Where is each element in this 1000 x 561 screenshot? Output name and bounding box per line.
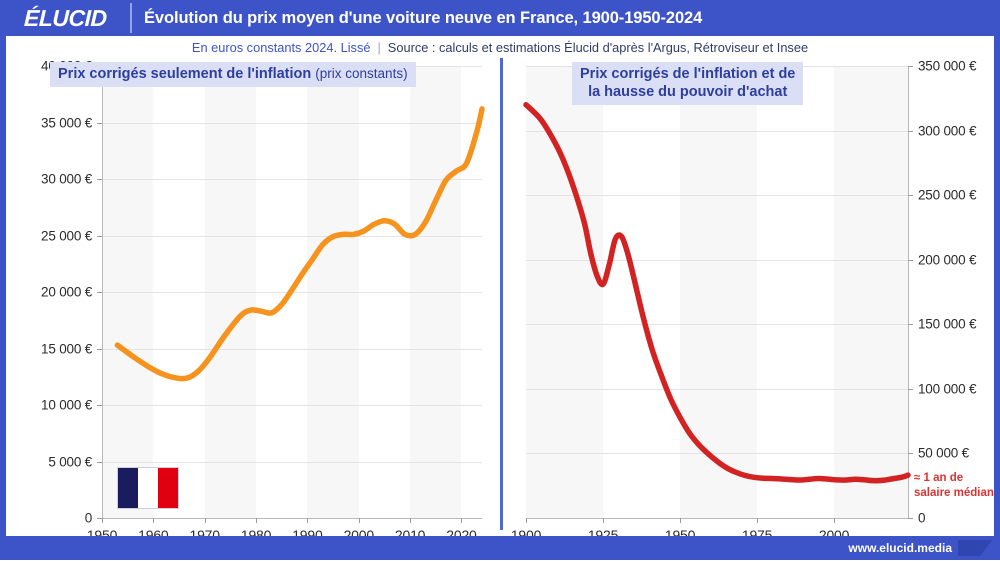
x-tick-mark <box>102 518 103 523</box>
y-tick-mark <box>97 179 102 180</box>
x-tick-mark <box>526 518 527 523</box>
brand-logo: ÉLUCID <box>0 0 130 36</box>
annotation-line2: salaire médian <box>914 486 994 499</box>
y-axis-label: 200 000 € <box>918 252 977 268</box>
right-rail <box>994 36 1000 536</box>
y-axis-label: 15 000 € <box>41 341 92 356</box>
subtitle-source: Source : calculs et estimations Élucid d… <box>387 39 809 55</box>
y-axis-label: 20 000 € <box>41 284 92 300</box>
y-axis-label: 50 000 € <box>918 445 969 461</box>
right-plot-area: 0 50 000 € 100 000 € 150 000 € 200 000 € 250 … <box>511 59 977 544</box>
y-tick-mark <box>97 122 102 124</box>
y-tick-mark <box>97 461 102 463</box>
header-bar: ÉLUCID Évolution du prix moyen d'une voi… <box>0 0 1000 36</box>
y-axis-label: 350 000 € <box>918 58 977 74</box>
y-axis-label: 10 000 € <box>41 397 92 413</box>
gridline <box>526 259 908 261</box>
left-caption-light: (prix constants) <box>315 66 408 81</box>
gridline <box>526 453 908 455</box>
french-flag-icon <box>117 467 180 510</box>
left-rail <box>0 36 6 536</box>
x-tick-mark <box>307 518 309 523</box>
x-tick-mark <box>461 518 463 523</box>
arrow-icon <box>958 540 992 556</box>
panel-divider <box>500 58 503 530</box>
y-tick-mark <box>97 235 102 237</box>
series-line <box>114 106 485 382</box>
y-tick-mark <box>908 130 913 132</box>
y-axis-label: 35 000 € <box>41 115 92 130</box>
y-tick-mark <box>908 259 913 261</box>
subtitle-bar: En euros constants 2024. Lissé | Source … <box>0 36 1000 58</box>
right-chart-caption: Prix corrigés de l'inflation et de la ha… <box>572 62 804 106</box>
y-tick-mark <box>908 195 913 197</box>
x-tick-mark <box>256 518 258 523</box>
x-tick-mark <box>410 518 412 523</box>
series-layer <box>523 101 911 484</box>
x-axis-line <box>526 518 908 519</box>
charts-container: 0 5 000 € 10 000 € 15 000 € 20 000 € 25 000 €… <box>6 58 994 544</box>
brand-logo-text: ÉLUCID <box>23 4 107 31</box>
y-tick-mark <box>908 66 913 67</box>
x-tick-mark <box>153 518 155 523</box>
gridline <box>526 388 908 390</box>
x-tick-mark <box>603 518 605 523</box>
subtitle-separator: | <box>377 39 381 55</box>
x-tick-mark <box>834 518 836 523</box>
series-layer <box>114 106 485 382</box>
y-axis-label: 30 000 € <box>41 171 92 187</box>
gridline <box>526 324 908 326</box>
footer-url[interactable]: www.elucid.media <box>848 541 952 555</box>
left-caption-bold: Prix corrigés seulement de l'inflation <box>58 66 312 82</box>
gridline <box>102 179 482 180</box>
y-axis-label: 0 <box>84 510 93 526</box>
gridline <box>102 122 482 124</box>
x-tick-mark <box>204 518 206 523</box>
x-tick-mark <box>757 518 759 523</box>
y-axis-label: 0 <box>918 510 926 526</box>
gridline <box>102 235 482 237</box>
x-tick-mark <box>358 518 360 523</box>
y-axis-label: 150 000 € <box>918 316 977 332</box>
y-axis-line <box>102 66 103 518</box>
chart-band <box>526 66 604 518</box>
y-tick-mark <box>97 348 102 350</box>
subtitle-units: En euros constants 2024. Lissé <box>191 39 371 55</box>
left-chart-caption: Prix corrigés seulement de l'inflation (… <box>50 62 416 88</box>
header-divider <box>130 3 132 33</box>
y-tick-mark <box>97 405 102 406</box>
page-title: Évolution du prix moyen d'une voiture ne… <box>144 8 703 27</box>
y-axis-label: 300 000 € <box>918 123 977 139</box>
gridline <box>526 195 908 197</box>
left-plot-area: 0 5 000 € 10 000 € 15 000 € 20 000 € 25 000 €… <box>41 59 485 543</box>
chart-band <box>680 66 758 518</box>
right-caption-line2: la hausse du pouvoir d'achat <box>588 84 788 101</box>
gridline <box>102 461 482 463</box>
y-axis-label: 25 000 € <box>41 228 92 243</box>
x-axis-line <box>102 518 482 519</box>
y-axis-label: 5 000 € <box>48 454 92 469</box>
annotation-line1: ≈ 1 an de <box>914 472 964 485</box>
x-tick-mark <box>680 518 682 523</box>
gridline <box>102 348 482 350</box>
chart-band <box>834 66 908 518</box>
y-axis-label: 100 000 € <box>918 381 977 397</box>
y-tick-mark <box>908 518 913 519</box>
y-tick-mark <box>97 518 102 519</box>
gridline <box>102 405 482 406</box>
y-tick-mark <box>908 324 913 326</box>
series-line <box>523 101 911 484</box>
y-tick-mark <box>908 453 913 455</box>
y-axis-label: 250 000 € <box>918 187 977 203</box>
y-tick-mark <box>908 388 913 390</box>
left-chart-panel: 0 5 000 € 10 000 € 15 000 € 20 000 € 25 000 €… <box>6 58 498 543</box>
footer-bar: www.elucid.media <box>0 536 1000 560</box>
y-tick-mark <box>97 292 102 293</box>
gridline <box>526 130 908 132</box>
right-chart-panel: 0 50 000 € 100 000 € 150 000 € 200 000 € 250 … <box>504 58 994 544</box>
right-caption-line1: Prix corrigés de l'inflation et de <box>580 66 796 82</box>
median-salary-annotation: ≈ 1 an de salaire médian <box>914 471 994 500</box>
y-axis-line <box>908 66 909 518</box>
